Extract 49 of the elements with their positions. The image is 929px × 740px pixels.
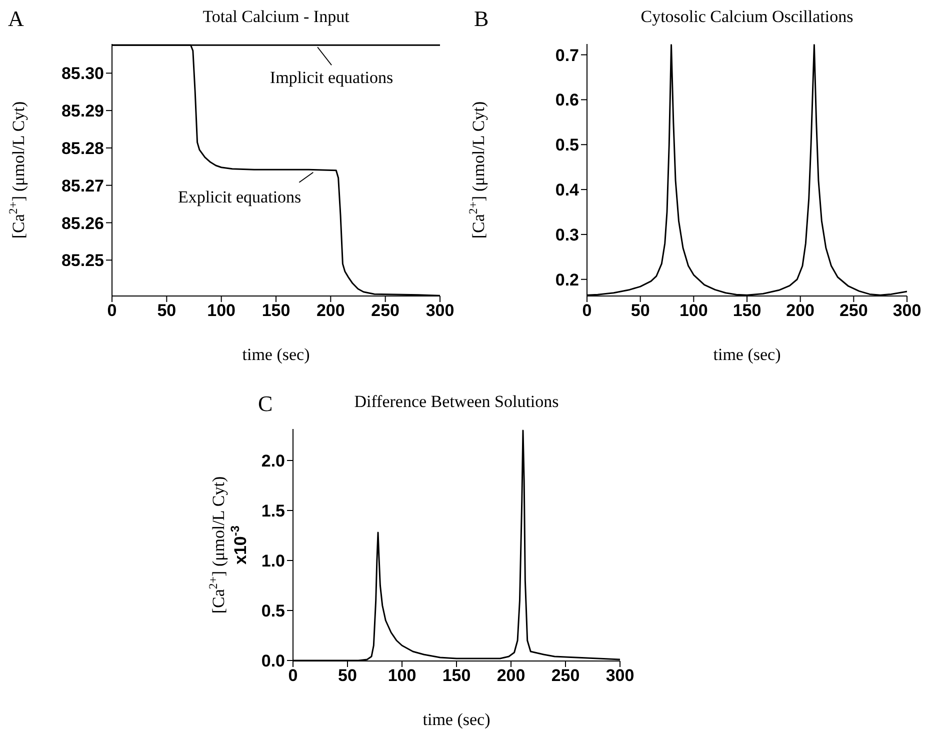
chart-title: Cytosolic Calcium Oscillations — [640, 7, 854, 26]
y-tick-label: 0.7 — [555, 46, 579, 65]
y-tick-label: 85.26 — [61, 214, 104, 233]
text: A — [8, 6, 24, 31]
y-tick-label: 0.6 — [555, 90, 579, 110]
x-tick-label: 0 — [288, 666, 298, 686]
y-tick-label: 0.5 — [555, 136, 579, 155]
x-tick-label: 200 — [316, 301, 345, 320]
y-tick-label: 0.2 — [555, 270, 579, 290]
x-tick-label: 100 — [388, 666, 416, 686]
y-tick-label: 1.0 — [261, 552, 285, 571]
x-tick-label: 300 — [892, 301, 922, 320]
y-tick-label: 85.27 — [61, 176, 104, 196]
x-tick-label: 150 — [442, 666, 471, 686]
x-tick-label: 100 — [207, 301, 236, 320]
x-tick-label: 150 — [732, 301, 762, 320]
x-tick-label: 200 — [496, 666, 526, 686]
text: B — [474, 6, 489, 31]
text: C — [258, 391, 273, 416]
y-tick-label: 0.3 — [555, 225, 579, 244]
x-tick-label: 50 — [338, 666, 357, 686]
y-tick-label: 85.28 — [61, 138, 104, 158]
y-tick-label: 0.0 — [261, 652, 285, 671]
y-tick-label: 0.5 — [261, 602, 285, 621]
x-axis-title: time (sec) — [422, 710, 490, 729]
x-tick-label: 300 — [606, 666, 634, 686]
y-tick-label: 85.29 — [61, 102, 104, 121]
x-tick-label: 0 — [582, 301, 592, 320]
x-tick-label: 300 — [426, 301, 454, 320]
x-tick-label: 50 — [157, 301, 176, 320]
x-tick-label: 250 — [551, 666, 580, 686]
x-tick-label: 200 — [786, 301, 815, 320]
y-tick-label: 85.30 — [61, 64, 104, 84]
annotation: Explicit equations — [178, 187, 302, 206]
x-tick-label: 50 — [630, 301, 650, 320]
x-axis-title: time (sec) — [713, 345, 781, 364]
annotation: Implicit equations — [270, 68, 394, 88]
y-tick-label: 85.25 — [61, 251, 104, 270]
x-tick-label: 250 — [839, 301, 868, 320]
chart-title: Total Calcium - Input — [202, 7, 350, 26]
x-tick-label: 150 — [262, 301, 290, 320]
y-tick-label: 1.5 — [261, 502, 285, 521]
x-axis-title: time (sec) — [242, 345, 310, 364]
y-tick-label: 2.0 — [261, 452, 285, 471]
y-tick-label: 0.4 — [555, 180, 580, 200]
x-tick-label: 250 — [371, 301, 400, 320]
chart-title: Difference Between Solutions — [354, 392, 559, 411]
x-tick-label: 100 — [679, 301, 708, 320]
x-tick-label: 0 — [107, 301, 117, 320]
